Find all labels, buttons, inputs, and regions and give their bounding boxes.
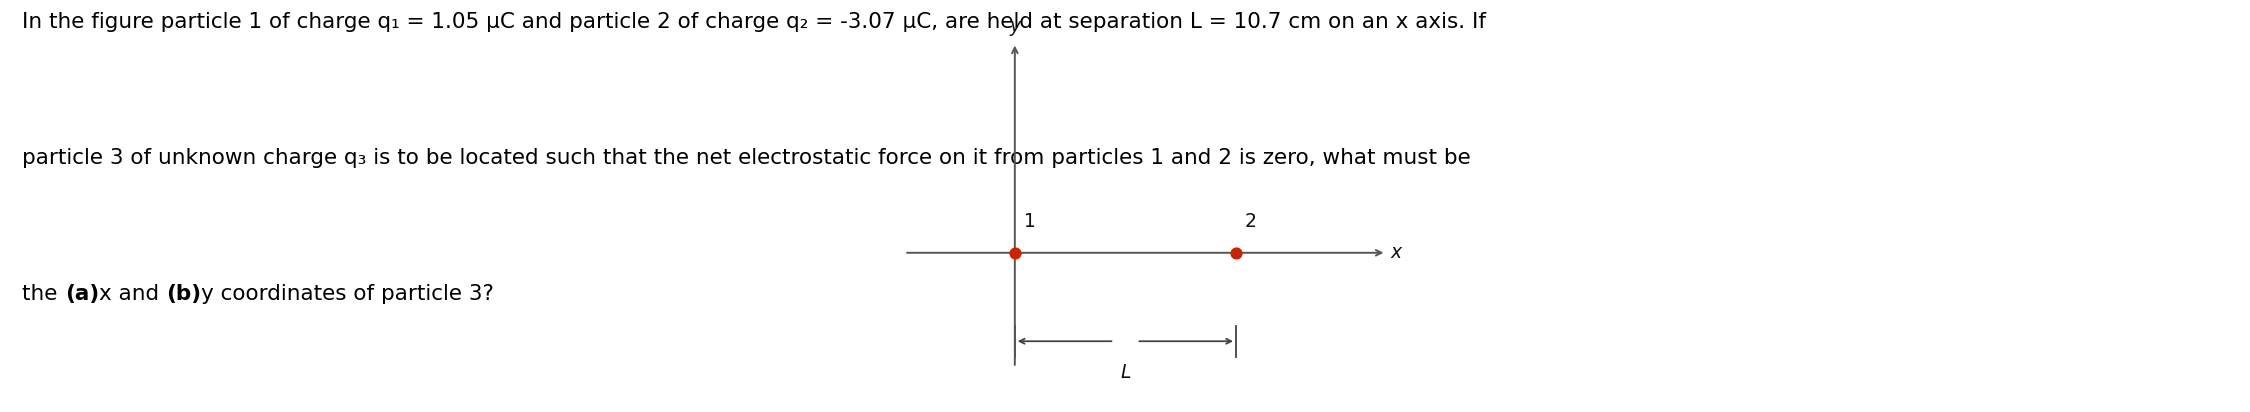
- Text: 2: 2: [1244, 212, 1258, 231]
- Text: (b): (b): [166, 284, 200, 304]
- Point: [1217, 250, 1253, 256]
- Text: (a): (a): [65, 284, 99, 304]
- Text: x and: x and: [99, 284, 166, 304]
- Point: [997, 250, 1033, 256]
- Text: 1: 1: [1024, 212, 1035, 231]
- Text: y: y: [1010, 17, 1022, 36]
- Text: In the figure particle 1 of charge q₁ = 1.05 μC and particle 2 of charge q₂ = -3: In the figure particle 1 of charge q₁ = …: [22, 12, 1487, 33]
- Text: y coordinates of particle 3?: y coordinates of particle 3?: [200, 284, 495, 304]
- Text: x: x: [1390, 243, 1402, 262]
- Text: the: the: [22, 284, 65, 304]
- Text: particle 3 of unknown charge q₃ is to be located such that the net electrostatic: particle 3 of unknown charge q₃ is to be…: [22, 148, 1472, 169]
- Text: L: L: [1120, 363, 1132, 382]
